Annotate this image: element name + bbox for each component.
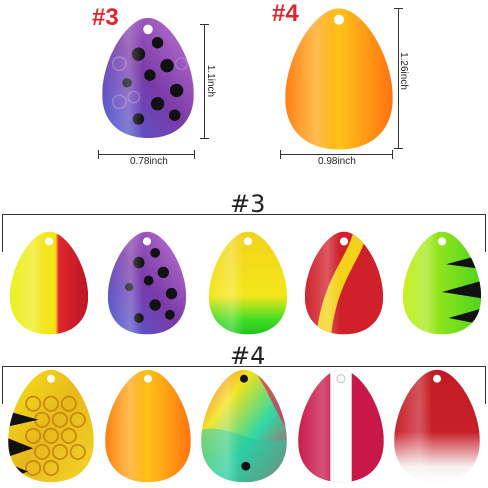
dim-3-height: 1.1inch xyxy=(205,64,217,98)
blade-orange xyxy=(105,369,191,483)
dim-tick xyxy=(392,150,393,159)
dim-4-width: 0.98inch xyxy=(318,156,356,167)
blade-red-yellow-stripe xyxy=(304,231,384,335)
dim-3-width: 0.78inch xyxy=(130,156,168,167)
blade-firetiger xyxy=(402,231,482,335)
blade-4-orange-large xyxy=(285,8,393,150)
dim-tick xyxy=(200,24,209,25)
blade-red-white-fade xyxy=(394,369,480,483)
dim-tick xyxy=(194,150,195,159)
bracket-row2-top xyxy=(2,366,486,367)
bracket-row2-right xyxy=(485,366,486,404)
dim-tick xyxy=(394,8,403,9)
size-label-4: #4 xyxy=(272,0,299,27)
bracket-row1-left xyxy=(2,214,3,252)
row-title-4: #4 xyxy=(230,342,266,370)
row-title-3: #3 xyxy=(230,190,266,218)
dim-line-3-vertical xyxy=(204,24,205,138)
blade-yellow-green xyxy=(208,231,288,335)
blade-yellow-red xyxy=(9,231,89,335)
blade-purple-scale xyxy=(107,231,187,335)
blade-3-purple-scale-large xyxy=(102,17,194,139)
dim-line-4-vertical xyxy=(398,8,399,148)
dim-tick xyxy=(98,150,99,159)
size-label-3: #3 xyxy=(92,4,119,31)
bracket-row2-left xyxy=(2,366,3,404)
blade-rainbow xyxy=(201,369,287,483)
dim-tick xyxy=(394,148,403,149)
dim-line-4-horizontal xyxy=(280,154,392,155)
dim-line-3-horizontal xyxy=(98,154,194,155)
dim-tick xyxy=(280,150,281,159)
bracket-row1-right xyxy=(485,214,486,252)
blade-gold-black-scale xyxy=(8,369,94,483)
dim-tick xyxy=(200,138,209,139)
bracket-row1-top xyxy=(2,214,486,215)
blade-red-white-stripe xyxy=(298,369,384,483)
dim-4-height: 1.26inch xyxy=(397,52,409,90)
